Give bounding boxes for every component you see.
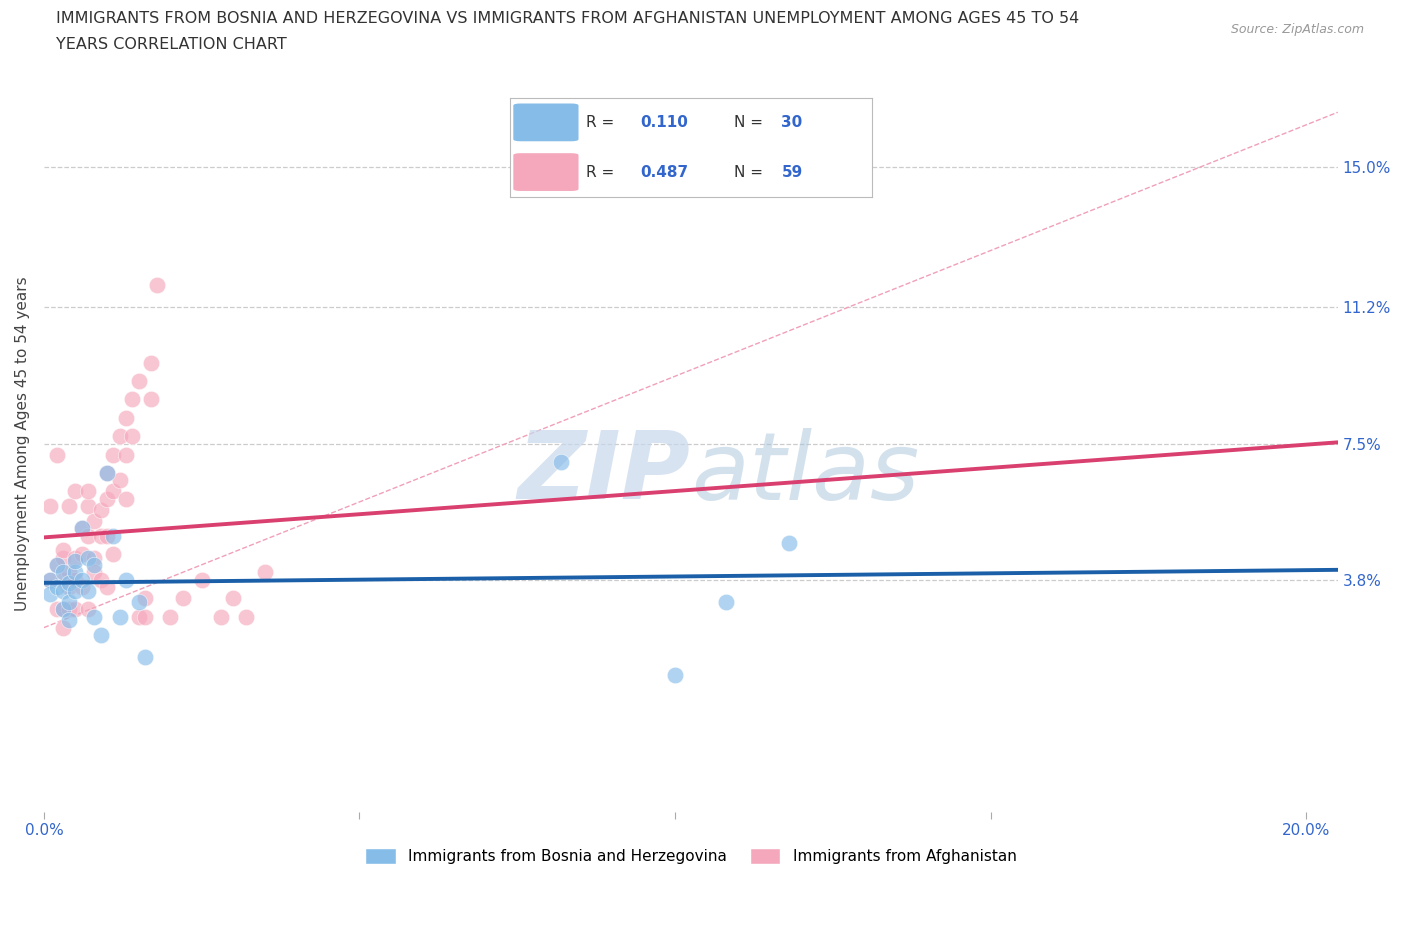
Point bbox=[209, 609, 232, 624]
Point bbox=[70, 579, 93, 594]
Text: Source: ZipAtlas.com: Source: ZipAtlas.com bbox=[1230, 23, 1364, 36]
Point bbox=[77, 583, 100, 598]
Point bbox=[77, 528, 100, 543]
Point bbox=[115, 447, 138, 462]
Legend: Immigrants from Bosnia and Herzegovina, Immigrants from Afghanistan: Immigrants from Bosnia and Herzegovina, … bbox=[359, 842, 1022, 870]
Point bbox=[121, 392, 143, 406]
Point bbox=[58, 579, 80, 594]
Point bbox=[96, 491, 118, 506]
Point bbox=[45, 558, 67, 573]
Point bbox=[90, 572, 112, 587]
Point bbox=[714, 594, 737, 609]
Point bbox=[39, 587, 62, 602]
Point bbox=[134, 591, 156, 605]
Point bbox=[65, 602, 87, 617]
Point bbox=[128, 609, 150, 624]
Point bbox=[58, 576, 80, 591]
Point bbox=[45, 447, 67, 462]
Point bbox=[83, 551, 105, 565]
Point bbox=[52, 620, 75, 635]
Point bbox=[77, 602, 100, 617]
Point bbox=[159, 609, 181, 624]
Point bbox=[96, 466, 118, 481]
Point bbox=[141, 355, 163, 370]
Point bbox=[115, 491, 138, 506]
Point bbox=[65, 551, 87, 565]
Point bbox=[52, 543, 75, 558]
Point bbox=[77, 551, 100, 565]
Point bbox=[96, 528, 118, 543]
Point bbox=[39, 498, 62, 513]
Point bbox=[146, 278, 169, 293]
Point bbox=[58, 602, 80, 617]
Point bbox=[103, 528, 125, 543]
Point bbox=[90, 628, 112, 643]
Point bbox=[77, 498, 100, 513]
Point bbox=[70, 521, 93, 536]
Point bbox=[90, 528, 112, 543]
Text: YEARS CORRELATION CHART: YEARS CORRELATION CHART bbox=[56, 37, 287, 52]
Point bbox=[52, 565, 75, 579]
Point bbox=[70, 547, 93, 562]
Point bbox=[115, 410, 138, 425]
Point bbox=[52, 551, 75, 565]
Text: IMMIGRANTS FROM BOSNIA AND HERZEGOVINA VS IMMIGRANTS FROM AFGHANISTAN UNEMPLOYME: IMMIGRANTS FROM BOSNIA AND HERZEGOVINA V… bbox=[56, 11, 1080, 26]
Point bbox=[96, 579, 118, 594]
Point bbox=[103, 547, 125, 562]
Point bbox=[134, 609, 156, 624]
Point bbox=[65, 572, 87, 587]
Text: atlas: atlas bbox=[690, 428, 920, 519]
Point bbox=[141, 392, 163, 406]
Point bbox=[128, 594, 150, 609]
Point bbox=[83, 609, 105, 624]
Point bbox=[39, 572, 62, 587]
Point bbox=[103, 484, 125, 498]
Point bbox=[90, 502, 112, 517]
Point bbox=[70, 572, 93, 587]
Point bbox=[58, 613, 80, 628]
Point bbox=[65, 583, 87, 598]
Point bbox=[96, 466, 118, 481]
Point bbox=[115, 572, 138, 587]
Y-axis label: Unemployment Among Ages 45 to 54 years: Unemployment Among Ages 45 to 54 years bbox=[15, 276, 30, 611]
Point bbox=[83, 565, 105, 579]
Point bbox=[52, 602, 75, 617]
Point bbox=[664, 668, 686, 683]
Point bbox=[235, 609, 257, 624]
Point bbox=[83, 558, 105, 573]
Point bbox=[108, 429, 131, 444]
Point bbox=[52, 572, 75, 587]
Point bbox=[190, 572, 212, 587]
Point bbox=[45, 558, 67, 573]
Point bbox=[39, 572, 62, 587]
Point bbox=[550, 455, 572, 470]
Point bbox=[128, 374, 150, 389]
Point bbox=[83, 513, 105, 528]
Point bbox=[70, 521, 93, 536]
Point bbox=[45, 579, 67, 594]
Point bbox=[58, 594, 80, 609]
Point bbox=[108, 609, 131, 624]
Point bbox=[65, 565, 87, 579]
Text: ZIP: ZIP bbox=[517, 427, 690, 519]
Point bbox=[108, 473, 131, 488]
Point bbox=[222, 591, 245, 605]
Point bbox=[65, 484, 87, 498]
Point bbox=[778, 536, 800, 551]
Point bbox=[52, 602, 75, 617]
Point bbox=[52, 583, 75, 598]
Point bbox=[172, 591, 194, 605]
Point bbox=[58, 498, 80, 513]
Point bbox=[45, 602, 67, 617]
Point bbox=[65, 554, 87, 569]
Point bbox=[253, 565, 276, 579]
Point bbox=[103, 447, 125, 462]
Point bbox=[58, 565, 80, 579]
Point bbox=[134, 650, 156, 665]
Point bbox=[77, 484, 100, 498]
Point bbox=[121, 429, 143, 444]
